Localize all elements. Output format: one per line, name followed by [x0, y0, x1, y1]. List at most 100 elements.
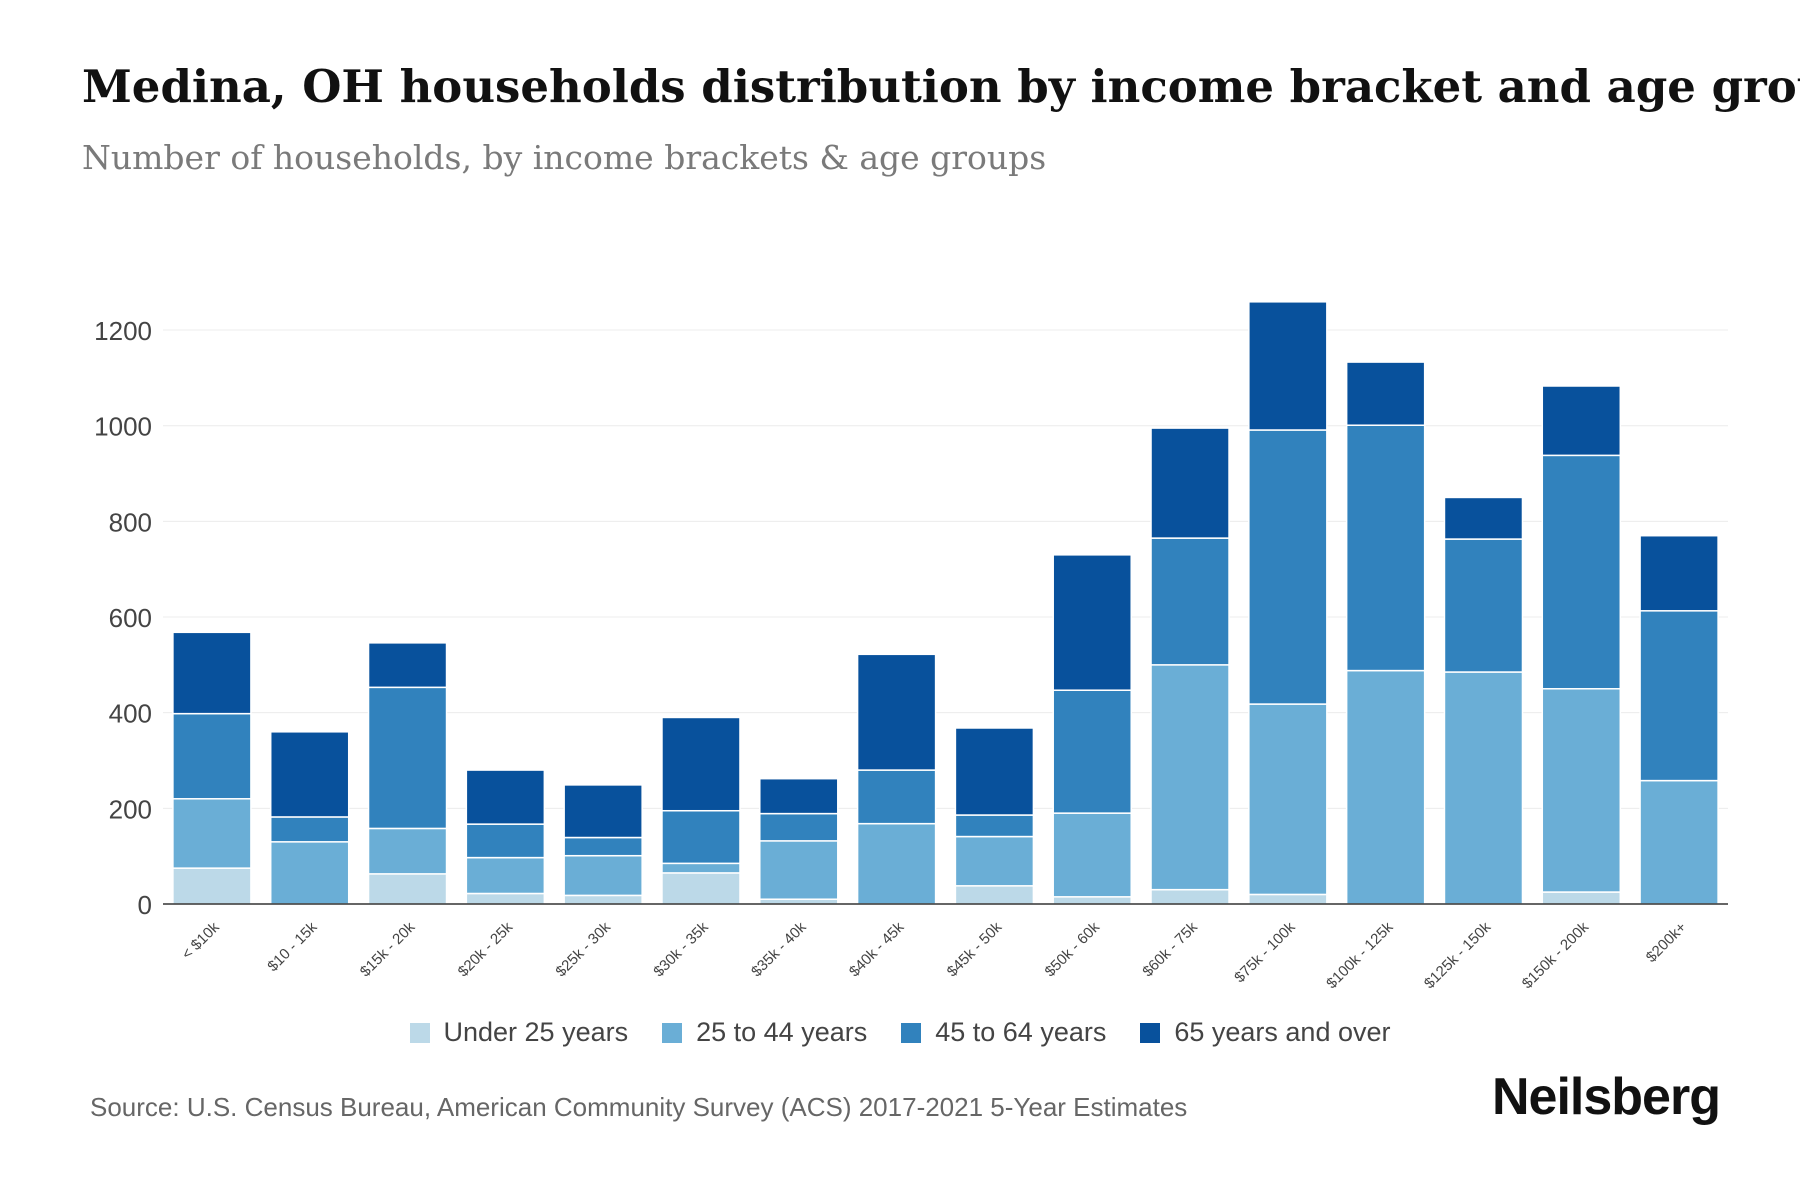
x-tick-label: $50k - 60k: [1041, 918, 1103, 980]
bar-segment[interactable]: $200k+ — 65 years and over: 157: [1639, 534, 1719, 612]
bar-segment[interactable]: $25k - 30k — 45 to 64 years: 38: [563, 836, 643, 857]
bar-segment[interactable]: $20k - 25k — 65 years and over: 113: [465, 769, 546, 825]
y-tick-label: 600: [109, 603, 152, 633]
y-tick-label: 200: [109, 794, 152, 824]
y-tick-label: 1200: [94, 316, 152, 346]
bar-segment[interactable]: $40k - 45k — 25 to 44 years: 168: [856, 822, 937, 905]
bar-segment[interactable]: $15k - 20k — 25 to 44 years: 95: [367, 827, 448, 875]
bar-segment[interactable]: $45k - 50k — 45 to 64 years: 45: [954, 814, 1035, 838]
x-tick-label: < $10k: [179, 918, 224, 963]
bar-segment[interactable]: $50k - 60k — 25 to 44 years: 175: [1052, 812, 1132, 898]
bar-segment[interactable]: $10 - 15k — 25 to 44 years: 130: [269, 841, 350, 905]
bar-segment[interactable]: $75k - 100k — Under 25 years: 20: [1248, 893, 1328, 905]
legend-label: 25 to 44 years: [696, 1017, 868, 1047]
bar-segment[interactable]: < $10k — 65 years and over: 170: [172, 631, 252, 715]
bar-segment[interactable]: $20k - 25k — 25 to 44 years: 75: [465, 856, 546, 895]
chart-title: Medina, OH households distribution by in…: [82, 60, 1800, 113]
bar-segment[interactable]: $25k - 30k — 25 to 44 years: 83: [563, 854, 643, 897]
bar-segment[interactable]: $75k - 100k — 25 to 44 years: 398: [1248, 703, 1328, 896]
bar-segment[interactable]: $40k - 45k — 45 to 64 years: 112: [856, 769, 937, 825]
bar-segment[interactable]: $30k - 35k — 25 to 44 years: 20: [661, 862, 741, 874]
legend-item-65-plus[interactable]: 65 years and over: [1140, 1017, 1391, 1048]
legend-label: 45 to 64 years: [935, 1017, 1107, 1047]
x-tick-label: $35k - 40k: [748, 918, 810, 980]
bar-segment[interactable]: $10 - 15k — 45 to 64 years: 52: [269, 816, 350, 843]
bar-segment[interactable]: < $10k — Under 25 years: 75: [172, 867, 252, 905]
bar-segment[interactable]: $150k - 200k — 65 years and over: 145: [1541, 385, 1622, 457]
bar-segment[interactable]: $60k - 75k — 65 years and over: 230: [1150, 427, 1230, 539]
legend-swatch: [1140, 1022, 1161, 1043]
bar-segment[interactable]: $20k - 25k — Under 25 years: 22: [465, 892, 546, 905]
y-tick-label: 1000: [94, 412, 152, 442]
x-tick-label: $100k - 125k: [1323, 918, 1397, 992]
bar-segment[interactable]: $150k - 200k — 25 to 44 years: 425: [1541, 688, 1622, 893]
bar-segment[interactable]: $60k - 75k — Under 25 years: 30: [1150, 888, 1230, 905]
x-tick-label: $60k - 75k: [1139, 918, 1201, 980]
bar-segment[interactable]: < $10k — 25 to 44 years: 145: [172, 798, 252, 869]
bar-segment[interactable]: $100k - 125k — 25 to 44 years: 488: [1345, 669, 1426, 905]
legend-item-under-25[interactable]: Under 25 years: [409, 1017, 629, 1048]
bar-segment[interactable]: $50k - 60k — 65 years and over: 283: [1052, 554, 1132, 691]
bar-segment[interactable]: $30k - 35k — Under 25 years: 65: [661, 872, 741, 905]
bar-segment[interactable]: $30k - 35k — 65 years and over: 195: [661, 716, 741, 812]
x-tick-label: $125k - 150k: [1421, 918, 1495, 992]
x-tick-label: $150k - 200k: [1519, 918, 1593, 992]
legend-swatch: [662, 1022, 683, 1043]
bar-segment[interactable]: $10 - 15k — 65 years and over: 178: [269, 731, 350, 818]
y-tick-label: 400: [109, 699, 152, 729]
x-tick-label: $75k - 100k: [1231, 918, 1299, 986]
bar-segment[interactable]: $35k - 40k — 45 to 64 years: 57: [759, 812, 839, 842]
bar-segment[interactable]: $125k - 150k — 45 to 64 years: 278: [1443, 538, 1524, 673]
bar-segment[interactable]: $20k - 25k — 45 to 64 years: 70: [465, 823, 546, 859]
bar-segment[interactable]: $45k - 50k — 65 years and over: 182: [954, 727, 1035, 816]
x-tick-label: $20k - 25k: [455, 918, 517, 980]
bar-segment[interactable]: $150k - 200k — 45 to 64 years: 488: [1541, 454, 1622, 690]
bar-segment[interactable]: $75k - 100k — 45 to 64 years: 573: [1248, 429, 1328, 705]
bar-segment[interactable]: $25k - 30k — Under 25 years: 18: [563, 894, 643, 905]
bar-layer: < $10k — Under 25 years: 75< $10k — 25 t…: [172, 301, 1719, 905]
bar-segment[interactable]: $15k - 20k — 65 years and over: 93: [367, 642, 448, 689]
bar-segment[interactable]: $50k - 60k — Under 25 years: 15: [1052, 896, 1132, 905]
x-tick-label: $45k - 50k: [944, 918, 1006, 980]
legend-swatch: [409, 1022, 430, 1043]
bar-segment[interactable]: $60k - 75k — 25 to 44 years: 470: [1150, 664, 1230, 891]
x-tick-label: $10 - 15k: [264, 918, 321, 975]
bar-segment[interactable]: $35k - 40k — 65 years and over: 73: [759, 777, 839, 815]
bar-segment[interactable]: $125k - 150k — 25 to 44 years: 485: [1443, 671, 1524, 905]
bar-segment[interactable]: $75k - 100k — 65 years and over: 268: [1248, 301, 1328, 431]
legend-item-45-64[interactable]: 45 to 64 years: [901, 1017, 1106, 1048]
x-tick-label: $200k+: [1643, 919, 1690, 966]
bar-segment[interactable]: $15k - 20k — 45 to 64 years: 295: [367, 686, 448, 830]
bar-segment[interactable]: $100k - 125k — 65 years and over: 132: [1345, 361, 1426, 426]
bar-segment[interactable]: $15k - 20k — Under 25 years: 63: [367, 873, 448, 905]
bar-segment[interactable]: $200k+ — 25 to 44 years: 258: [1639, 779, 1719, 905]
bar-segment[interactable]: $60k - 75k — 45 to 64 years: 265: [1150, 537, 1230, 666]
x-tick-label: $30k - 35k: [650, 918, 712, 980]
bar-segment[interactable]: $45k - 50k — 25 to 44 years: 103: [954, 835, 1035, 887]
bar-segment[interactable]: $35k - 40k — 25 to 44 years: 122: [759, 840, 839, 900]
bar-segment[interactable]: $40k - 45k — 65 years and over: 242: [856, 653, 937, 771]
x-tick-label: $25k - 30k: [552, 918, 614, 980]
brand-logo: Neilsberg: [1492, 1068, 1721, 1126]
legend-swatch: [901, 1022, 922, 1043]
legend-item-25-44[interactable]: 25 to 44 years: [662, 1017, 867, 1048]
bar-segment[interactable]: $125k - 150k — 65 years and over: 87: [1443, 496, 1524, 540]
legend: Under 25 years 25 to 44 years 45 to 64 y…: [0, 1017, 1800, 1048]
bar-segment[interactable]: $45k - 50k — Under 25 years: 38: [954, 885, 1035, 905]
bar-segment[interactable]: $150k - 200k — Under 25 years: 25: [1541, 891, 1622, 905]
x-tick-label: $40k - 45k: [846, 918, 908, 980]
bar-segment[interactable]: $200k+ — 45 to 64 years: 355: [1639, 610, 1719, 782]
bar-segment[interactable]: $25k - 30k — 65 years and over: 110: [563, 784, 643, 839]
source-note: Source: U.S. Census Bureau, American Com…: [90, 1092, 1188, 1122]
legend-label: Under 25 years: [443, 1017, 629, 1047]
y-tick-label: 800: [109, 507, 152, 537]
bar-segment[interactable]: < $10k — 45 to 64 years: 178: [172, 712, 252, 800]
x-tick-label: $15k - 20k: [357, 918, 419, 980]
legend-label: 65 years and over: [1174, 1017, 1391, 1047]
chart-subtitle: Number of households, by income brackets…: [82, 138, 1047, 177]
bar-segment[interactable]: $50k - 60k — 45 to 64 years: 257: [1052, 689, 1132, 814]
y-tick-label: 0: [138, 890, 152, 920]
bar-segment[interactable]: $100k - 125k — 45 to 64 years: 513: [1345, 424, 1426, 672]
bar-segment[interactable]: $30k - 35k — 45 to 64 years: 110: [661, 809, 741, 865]
